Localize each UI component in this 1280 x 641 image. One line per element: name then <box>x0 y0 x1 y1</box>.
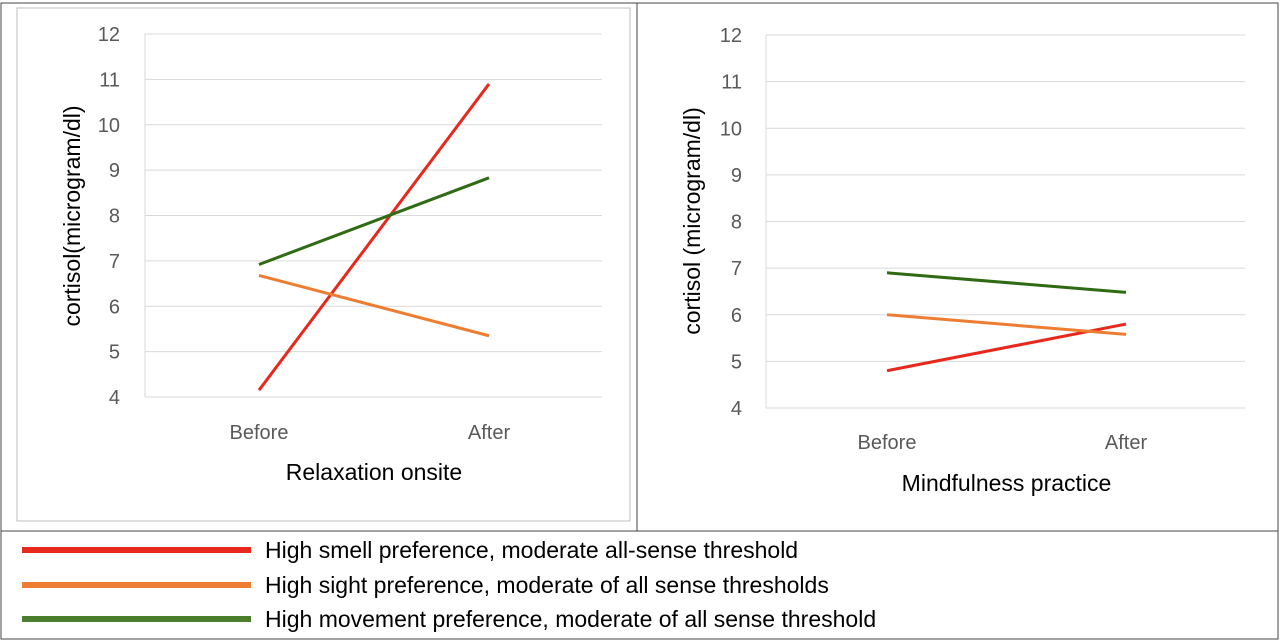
y-tick-label: 9 <box>109 160 120 182</box>
y-tick-label: 12 <box>720 25 742 47</box>
legend: High smell preference, moderate all-sens… <box>22 537 876 632</box>
y-tick-label: 8 <box>109 206 120 228</box>
y-tick-label: 6 <box>109 296 120 318</box>
y-tick-label: 7 <box>731 258 742 280</box>
y-tick-label: 11 <box>99 69 120 91</box>
series-line-2 <box>258 176 490 266</box>
x-tick-label: Before <box>230 422 289 444</box>
y-tick-label: 8 <box>731 212 742 234</box>
chart-relaxation-onsite: 4 5 6 7 8 9 10 11 12 Before After Relaxation onsite… <box>59 24 602 485</box>
y-tick-label: 6 <box>731 305 742 327</box>
left-chart-border <box>16 7 631 522</box>
y-axis-label: cortisol(microgram/dl) <box>59 105 85 326</box>
x-tick-label: After <box>468 422 511 444</box>
y-tick-label: 7 <box>109 251 120 273</box>
series-line-0 <box>257 83 491 392</box>
y-tick-label: 5 <box>731 351 742 373</box>
series-line-1 <box>886 313 1127 336</box>
y-tick-label: 5 <box>109 342 120 364</box>
y-tick-label: 4 <box>109 387 120 409</box>
legend-label: High smell preference, moderate all-sens… <box>265 537 798 563</box>
series-line-1 <box>258 273 490 338</box>
x-axis-label: Mindfulness practice <box>902 470 1112 496</box>
y-tick-label: 10 <box>720 118 742 140</box>
y-tick-label: 11 <box>721 72 742 94</box>
y-tick-label: 4 <box>731 398 742 420</box>
y-tick-label: 12 <box>98 24 120 46</box>
legend-label: High movement preference, moderate of al… <box>265 606 876 632</box>
x-tick-label: After <box>1105 432 1148 454</box>
y-axis-label: cortisol (microgram/dl) <box>679 107 705 334</box>
series-line-2 <box>886 271 1127 294</box>
y-tick-label: 10 <box>98 115 120 137</box>
legend-label: High sight preference, moderate of all s… <box>265 572 829 598</box>
y-tick-label: 9 <box>731 165 742 187</box>
chart-mindfulness-practice: 4 5 6 7 8 9 10 11 12 Before After Mindfulness pract… <box>679 25 1245 496</box>
x-tick-label: Before <box>858 432 917 454</box>
x-axis-label: Relaxation onsite <box>286 459 462 485</box>
